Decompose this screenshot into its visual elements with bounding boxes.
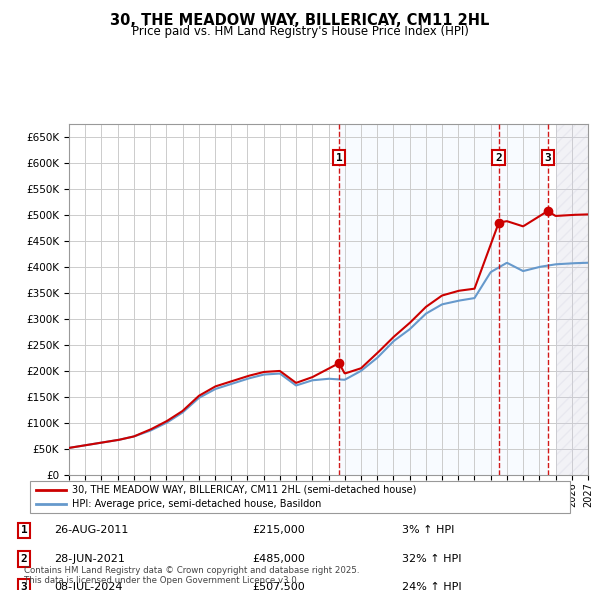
Text: 08-JUL-2024: 08-JUL-2024 (54, 582, 122, 590)
Text: £485,000: £485,000 (252, 554, 305, 563)
Text: 32% ↑ HPI: 32% ↑ HPI (402, 554, 461, 563)
Text: 3% ↑ HPI: 3% ↑ HPI (402, 526, 454, 535)
Text: 26-AUG-2011: 26-AUG-2011 (54, 526, 128, 535)
Text: 2: 2 (495, 153, 502, 163)
Text: 1: 1 (335, 153, 343, 163)
Text: 24% ↑ HPI: 24% ↑ HPI (402, 582, 461, 590)
Text: 2: 2 (20, 554, 28, 563)
Text: 30, THE MEADOW WAY, BILLERICAY, CM11 2HL: 30, THE MEADOW WAY, BILLERICAY, CM11 2HL (110, 13, 490, 28)
Text: 28-JUN-2021: 28-JUN-2021 (54, 554, 125, 563)
Bar (556, 124, 588, 475)
Text: 3: 3 (20, 582, 28, 590)
Bar (339, 124, 548, 475)
Text: HPI: Average price, semi-detached house, Basildon: HPI: Average price, semi-detached house,… (72, 499, 322, 509)
Text: 30, THE MEADOW WAY, BILLERICAY, CM11 2HL (semi-detached house): 30, THE MEADOW WAY, BILLERICAY, CM11 2HL… (72, 485, 416, 495)
Text: Price paid vs. HM Land Registry's House Price Index (HPI): Price paid vs. HM Land Registry's House … (131, 25, 469, 38)
Text: £215,000: £215,000 (252, 526, 305, 535)
Text: £507,500: £507,500 (252, 582, 305, 590)
Text: 1: 1 (20, 526, 28, 535)
Text: 3: 3 (544, 153, 551, 163)
Text: Contains HM Land Registry data © Crown copyright and database right 2025.
This d: Contains HM Land Registry data © Crown c… (24, 566, 359, 585)
